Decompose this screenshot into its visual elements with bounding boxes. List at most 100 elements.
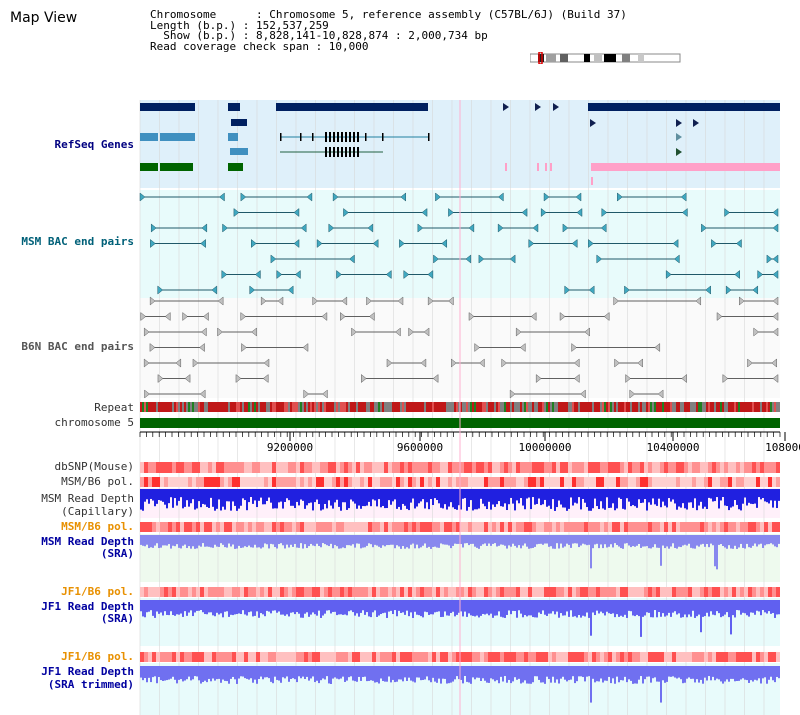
jf1-depth-sra-sub: (SRA) [100, 612, 134, 625]
jf1-pol-cell [528, 587, 532, 597]
jf1-trim-depth-bar [344, 666, 346, 682]
capillary-depth-bar [160, 489, 162, 501]
jf1-trim-depth-bar [338, 666, 340, 680]
dbsnp-cell [184, 462, 188, 473]
repeat-stripe [658, 402, 660, 412]
b6n-pair-arrow-icon [772, 296, 779, 306]
msm-pol-cell [244, 477, 248, 487]
jf1-trim-depth-bar [650, 666, 652, 683]
repeat-stripe [376, 402, 378, 412]
dbsnp-cell [580, 462, 584, 473]
jf1-sra-depth-bar [482, 600, 484, 614]
axis-tick-label: 108000 [765, 441, 800, 454]
msm-pol-cell [596, 477, 600, 487]
msm-pair-arrow-icon [540, 207, 547, 218]
refseq-genes-label[interactable]: RefSeq Genes [54, 138, 134, 151]
jf1-pol-trim-cell [464, 652, 468, 662]
jf1-trim-depth-bar [440, 666, 442, 684]
jf1-sra-depth-bar [292, 600, 294, 613]
repeat-stripe [242, 402, 244, 412]
msm-sra-depth-bar [526, 535, 528, 547]
jf1-pol-trim-cell [208, 652, 212, 662]
msm-sra-depth-bar [434, 535, 436, 547]
msm-pol-sra-cell [372, 522, 376, 532]
msm-pol-cell [368, 477, 372, 487]
jf1-trim-depth-bar [220, 666, 222, 683]
refseq-track[interactable] [140, 103, 780, 185]
dbsnp-label: dbSNP(Mouse) [54, 460, 134, 473]
chromosome-ideogram[interactable] [530, 52, 685, 64]
jf1-b6-pol-label: JF1/B6 pol. [61, 585, 134, 598]
jf1-pol-cell [472, 587, 476, 597]
msm-bac-label[interactable]: MSM BAC end pairs [21, 235, 134, 248]
jf1-pol-trim-cell [704, 652, 708, 662]
msm-sra-depth-bar [606, 535, 608, 548]
msm-pol-sra-cell [308, 522, 312, 532]
repeat-stripe [190, 402, 192, 412]
jf1-trim-depth-bar [606, 666, 608, 681]
jf1-trim-depth-bar [434, 666, 436, 682]
b6n-pair-arrow-icon [149, 342, 156, 353]
jf1-pol-trim-cell [300, 652, 304, 662]
capillary-depth-bar [244, 489, 246, 501]
jf1-trim-depth-bar [776, 666, 778, 677]
jf1-pol-trim-cell [616, 652, 620, 662]
msm-bac-track[interactable] [139, 192, 779, 295]
jf1-sra-depth-bar [602, 600, 604, 614]
msm-sra-depth-bar [288, 535, 290, 548]
b6n-bac-track[interactable] [140, 296, 779, 399]
jf1-sra-depth-bar [276, 600, 278, 613]
repeat-stripe [182, 402, 184, 412]
jf1-sra-depth-bar [692, 600, 694, 611]
msm-sra-depth-bar [410, 535, 412, 545]
msm-sra-depth-bar [662, 535, 664, 546]
jf1-sra-depth-bar [570, 600, 572, 611]
capillary-depth-bar [710, 489, 712, 499]
dbsnp-cell [352, 462, 356, 473]
jf1-pol-cell [224, 587, 228, 597]
capillary-depth-bar [404, 489, 406, 506]
ideogram-view-marker[interactable] [538, 52, 543, 64]
capillary-depth-bar [576, 489, 578, 504]
capillary-depth-bar [566, 489, 568, 511]
capillary-depth-bar [514, 489, 516, 511]
msm-pol-sra-cell [148, 522, 152, 532]
jf1-pol-trim-cell [496, 652, 500, 662]
msm-sra-depth-bar [250, 535, 252, 548]
msm-pol-sra-cell [248, 522, 252, 532]
repeat-stripe [494, 402, 496, 412]
msm-pol-cell [248, 477, 252, 487]
jf1-trim-depth-bar [288, 666, 290, 682]
jf1-trim-depth-bar [182, 666, 184, 682]
capillary-depth-bar [424, 489, 426, 509]
capillary-depth-bar [140, 489, 142, 510]
exon [357, 147, 359, 157]
jf1-pol-cell [588, 587, 592, 597]
jf1-trim-depth-bar [372, 666, 374, 681]
msm-sra-depth-bar [712, 535, 714, 546]
jf1-sra-depth-bar [160, 600, 162, 613]
msm-sra-depth-bar [716, 535, 718, 570]
jf1-pol-trim-cell [240, 652, 244, 662]
repeat-stripe [318, 402, 320, 412]
b6n-bac-label[interactable]: B6N BAC end pairs [21, 340, 134, 353]
jf1-pol-cell [220, 587, 224, 597]
jf1-sra-depth-bar [196, 600, 198, 611]
capillary-depth-bar [678, 489, 680, 507]
msm-sra-depth-bar [686, 535, 688, 546]
repeat-stripe [432, 402, 434, 412]
jf1-sra-depth-bar [254, 600, 256, 616]
msm-pol-cell [388, 477, 392, 487]
dbsnp-cell [708, 462, 712, 473]
capillary-depth-bar [166, 489, 168, 509]
msm-pol-cell [704, 477, 708, 487]
msm-sra-depth-bar [432, 535, 434, 547]
capillary-depth-bar [276, 489, 278, 509]
msm-sra-depth-bar [476, 535, 478, 548]
jf1-trim-depth-bar [398, 666, 400, 680]
jf1-trim-depth-bar [462, 666, 464, 684]
repeat-stripe [140, 402, 142, 412]
repeat-stripe [768, 402, 770, 412]
msm-sra-depth-bar [656, 535, 658, 548]
